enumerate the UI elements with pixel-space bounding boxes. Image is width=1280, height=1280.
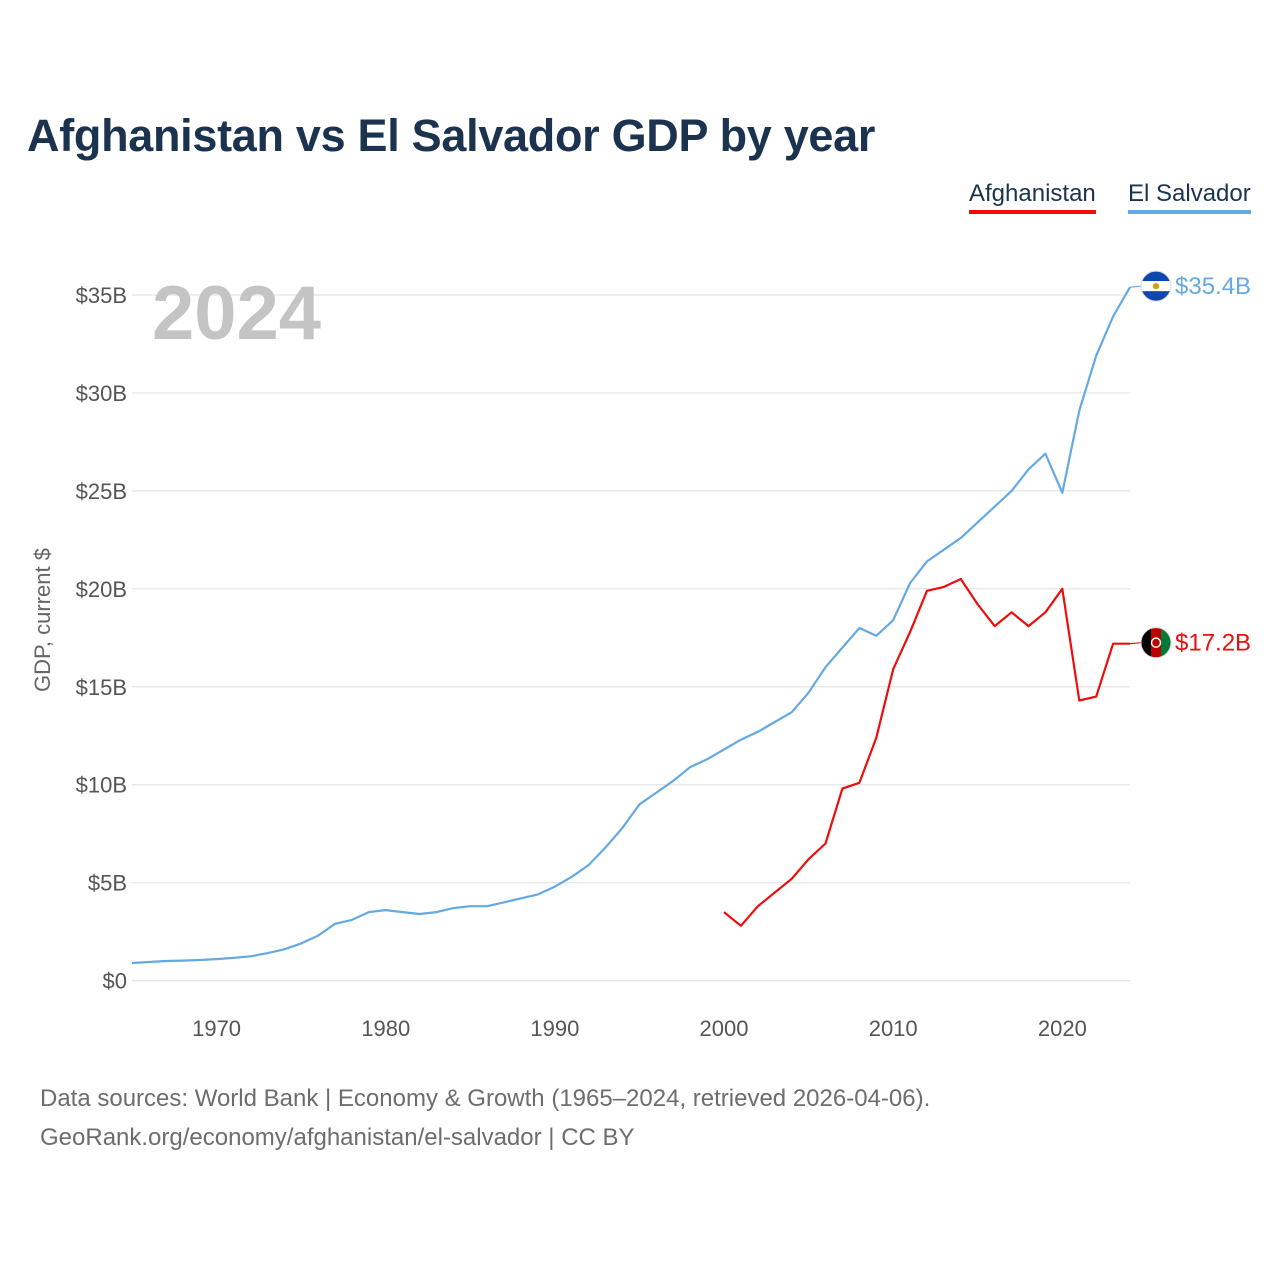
x-tick-label: 2020 bbox=[1038, 1016, 1087, 1041]
year-label: 2024 bbox=[152, 271, 321, 356]
y-axis-label: GDP, current $ bbox=[30, 548, 55, 692]
flag-emblem bbox=[1152, 282, 1160, 290]
flag-border bbox=[1140, 270, 1172, 302]
flag-border bbox=[1140, 627, 1172, 659]
end-labels: $17.2B $35.4B bbox=[1129, 270, 1251, 659]
x-tick-label: 2010 bbox=[869, 1016, 918, 1041]
el-salvador-flag-icon bbox=[1140, 270, 1172, 302]
y-axis-ticks: $0 $5B $10B $15B $20B $25B $30B $35B bbox=[76, 283, 127, 994]
y-tick-label: $20B bbox=[76, 577, 127, 602]
flag-stripe bbox=[1141, 627, 1151, 658]
footer-credit: GeoRank.org/economy/afghanistan/el-salva… bbox=[40, 1124, 635, 1151]
y-tick-label: $30B bbox=[76, 381, 127, 406]
end-value-label: $17.2B bbox=[1175, 630, 1251, 657]
flag-stripe bbox=[1151, 627, 1161, 658]
page-title: Afghanistan vs El Salvador GDP by year bbox=[27, 110, 876, 161]
legend-el-salvador[interactable]: El Salvador bbox=[1128, 180, 1251, 214]
grid-lines bbox=[132, 294, 1130, 982]
y-tick-label: $35B bbox=[76, 283, 127, 308]
flag-stripe bbox=[1141, 271, 1171, 282]
flag-emblem bbox=[1150, 637, 1162, 648]
end-connector bbox=[1129, 285, 1142, 288]
legend-afghanistan[interactable]: Afghanistan bbox=[969, 180, 1096, 214]
y-tick-label: $5B bbox=[88, 871, 127, 896]
y-tick-label: $15B bbox=[76, 675, 127, 700]
end-connector bbox=[1129, 642, 1142, 645]
y-tick-label: $0 bbox=[103, 969, 127, 994]
x-tick-label: 1980 bbox=[361, 1016, 410, 1041]
afghanistan-flag-icon bbox=[1140, 627, 1172, 659]
y-tick-label: $25B bbox=[76, 479, 127, 504]
x-tick-label: 1970 bbox=[192, 1016, 241, 1041]
series-line-afghanistan bbox=[723, 577, 1130, 927]
x-axis-ticks: 1970 1980 1990 2000 2010 2020 bbox=[192, 1016, 1087, 1041]
end-value-label: $35.4B bbox=[1175, 273, 1251, 300]
series-line-el-salvador bbox=[131, 286, 1131, 965]
footer-sources: Data sources: World Bank | Economy & Gro… bbox=[40, 1085, 931, 1112]
x-tick-label: 2000 bbox=[700, 1016, 749, 1041]
y-tick-label: $10B bbox=[76, 773, 127, 798]
flag-stripe bbox=[1161, 627, 1171, 658]
series-lines bbox=[131, 286, 1131, 965]
x-tick-label: 1990 bbox=[530, 1016, 579, 1041]
flag-stripe bbox=[1141, 291, 1171, 302]
